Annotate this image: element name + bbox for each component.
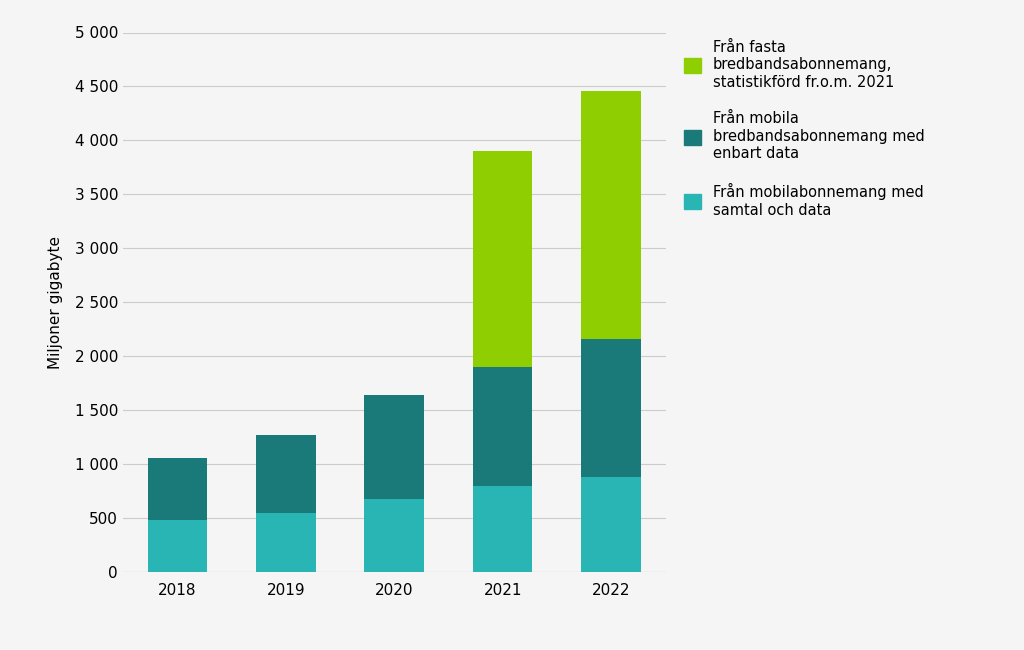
Bar (256, 513, 315, 572)
Y-axis label: Miljoner gigabyte: Miljoner gigabyte (48, 236, 63, 369)
Bar (147, 520, 207, 572)
Bar (473, 367, 532, 486)
Bar (473, 486, 532, 572)
Bar (365, 499, 424, 572)
Bar (147, 458, 207, 520)
Bar (473, 151, 532, 367)
Legend: Från fasta
bredbandsabonnemang,
statistikförd fr.o.m. 2021, Från mobila
bredband: Från fasta bredbandsabonnemang, statisti… (684, 40, 925, 218)
Bar (582, 91, 641, 339)
Bar (582, 477, 641, 572)
Bar (365, 395, 424, 499)
Bar (256, 435, 315, 513)
Bar (582, 339, 641, 477)
